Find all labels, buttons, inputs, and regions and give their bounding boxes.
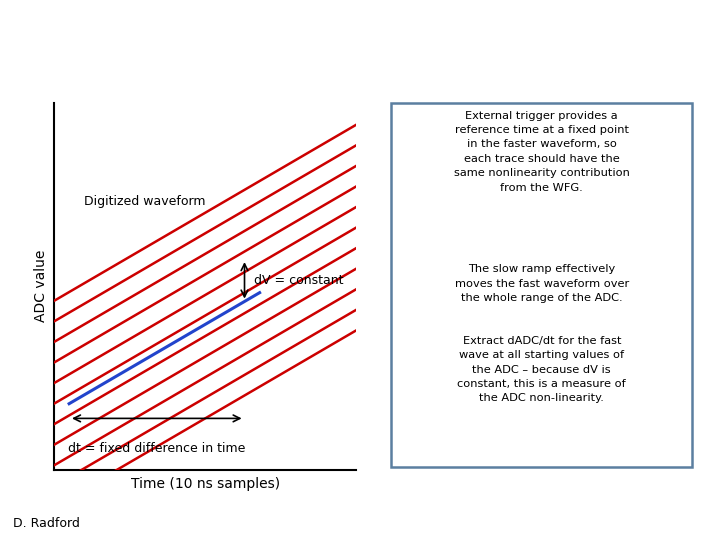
Text: Extract dADC/dt for the fast
wave at all starting values of
the ADC – because dV: Extract dADC/dt for the fast wave at all… — [457, 336, 626, 403]
Text: 19: 19 — [688, 14, 707, 29]
Text: dV = constant: dV = constant — [253, 274, 343, 287]
Text: Digitized waveform: Digitized waveform — [84, 195, 206, 208]
Text: The slow ramp effectively
moves the fast waveform over
the whole range of the AD: The slow ramp effectively moves the fast… — [454, 265, 629, 303]
Text: dt = fixed difference in time: dt = fixed difference in time — [68, 442, 246, 455]
Text: D. Radford: D. Radford — [13, 517, 80, 530]
X-axis label: Time (10 ns samples): Time (10 ns samples) — [130, 477, 280, 491]
Text: Absolute Non-Linearity Measurement: Absolute Non-Linearity Measurement — [13, 22, 541, 46]
FancyBboxPatch shape — [392, 103, 692, 467]
Y-axis label: ADC value: ADC value — [35, 250, 48, 322]
Text: External trigger provides a
reference time at a fixed point
in the faster wavefo: External trigger provides a reference ti… — [454, 111, 630, 193]
